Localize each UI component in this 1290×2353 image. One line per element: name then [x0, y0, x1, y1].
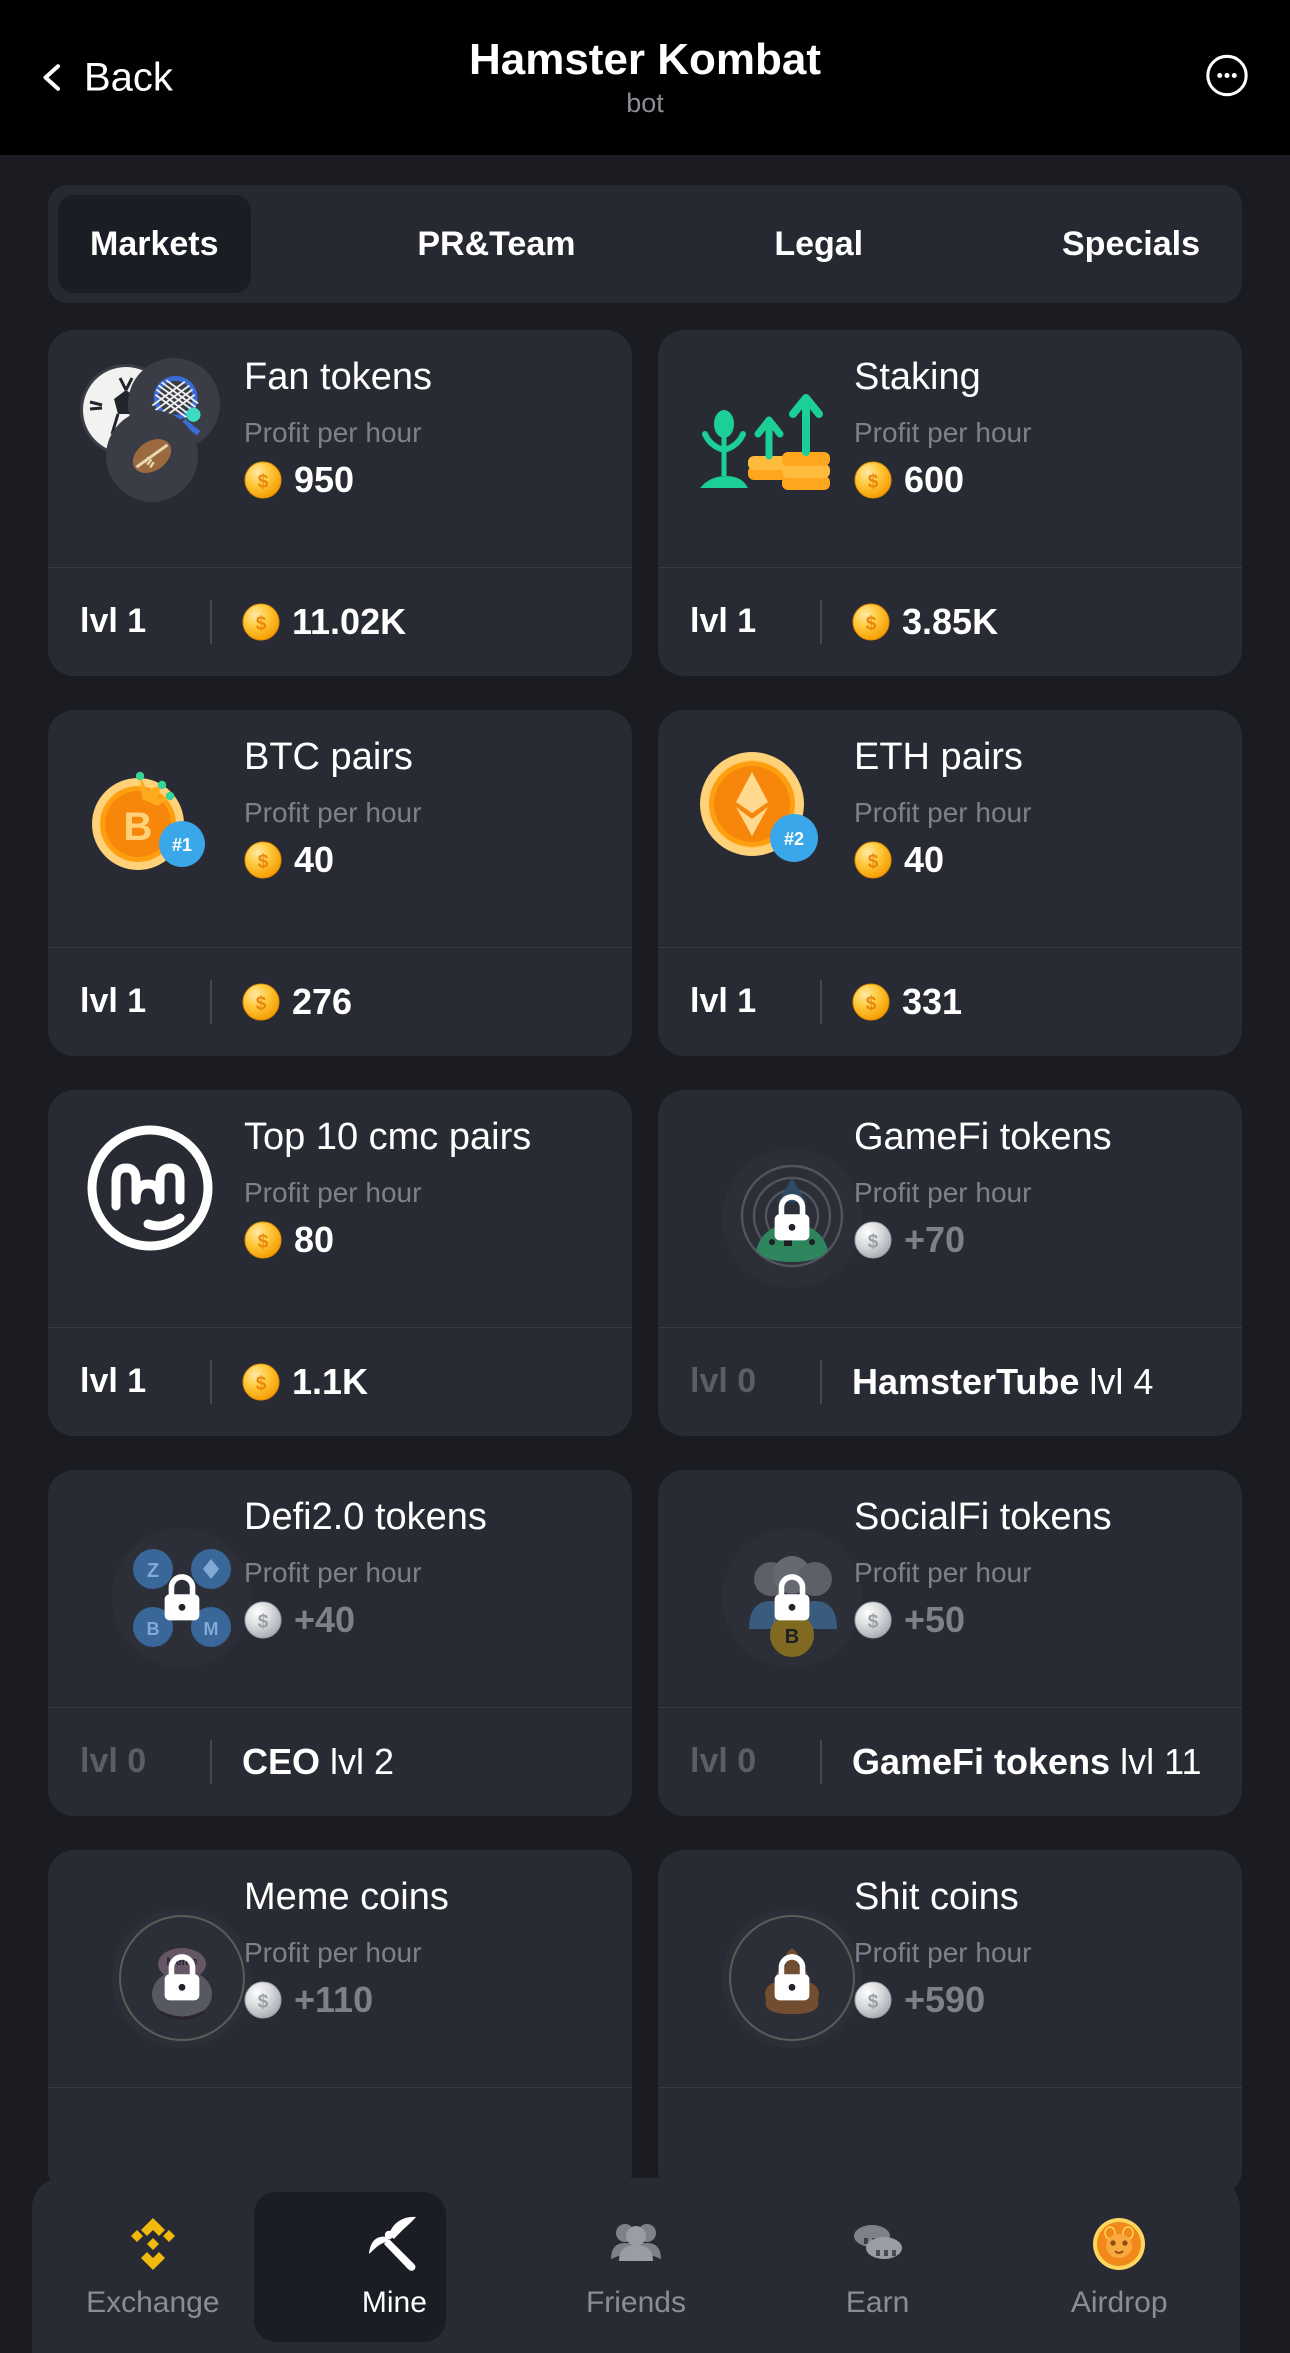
svg-text:#1: #1	[172, 835, 192, 855]
svg-text:#2: #2	[784, 829, 804, 849]
svg-text:B: B	[124, 805, 153, 849]
svg-text:B: B	[785, 1626, 799, 1648]
